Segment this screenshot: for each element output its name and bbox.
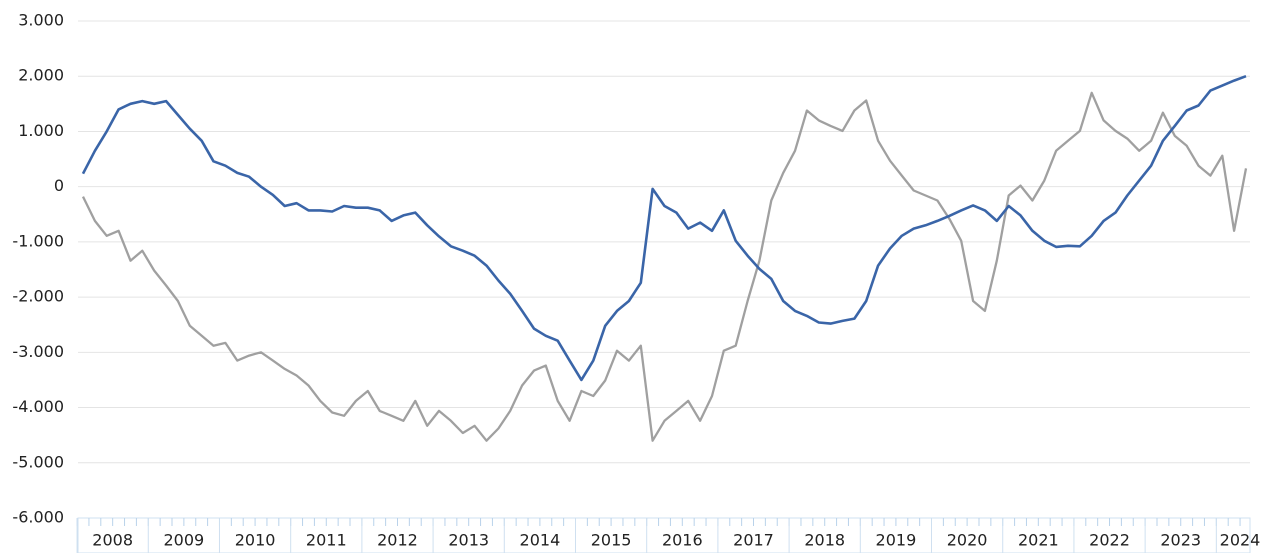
line-series: [81, 91, 1248, 442]
y-tick-label: -5.000: [12, 452, 64, 471]
y-tick-label: -1.000: [12, 231, 64, 250]
x-tick-label: 2015: [591, 531, 632, 550]
x-tick-label: 2018: [804, 531, 845, 550]
x-tick-label: 2008: [92, 531, 133, 550]
y-tick-label: -2.000: [12, 287, 64, 306]
x-tick-label: 2022: [1089, 531, 1130, 550]
x-tick-label: 2012: [377, 531, 418, 550]
x-axis-band: [77, 517, 1251, 553]
x-tick-label: 2020: [947, 531, 988, 550]
x-tick-label: 2010: [235, 531, 276, 550]
x-tick-label: 2017: [733, 531, 774, 550]
x-tick-label: 2023: [1160, 531, 1201, 550]
y-tick-label: 1.000: [18, 121, 64, 140]
x-tick-label: 2024: [1220, 531, 1261, 550]
x-tick-label: 2021: [1018, 531, 1059, 550]
x-tick-label: 2019: [876, 531, 917, 550]
y-tick-label: 2.000: [18, 66, 64, 85]
x-tick-label: 2013: [448, 531, 489, 550]
y-tick-label: -3.000: [12, 342, 64, 361]
x-tick-label: 2016: [662, 531, 703, 550]
y-tick-label: 0: [54, 176, 64, 195]
y-tick-label: -6.000: [12, 508, 64, 527]
x-tick-label: 2009: [164, 531, 205, 550]
y-tick-label: 3.000: [18, 11, 64, 30]
line-series: [81, 74, 1247, 382]
x-tick-label: 2011: [306, 531, 347, 550]
x-tick-label: 2014: [520, 531, 561, 550]
y-tick-label: -4.000: [12, 397, 64, 416]
